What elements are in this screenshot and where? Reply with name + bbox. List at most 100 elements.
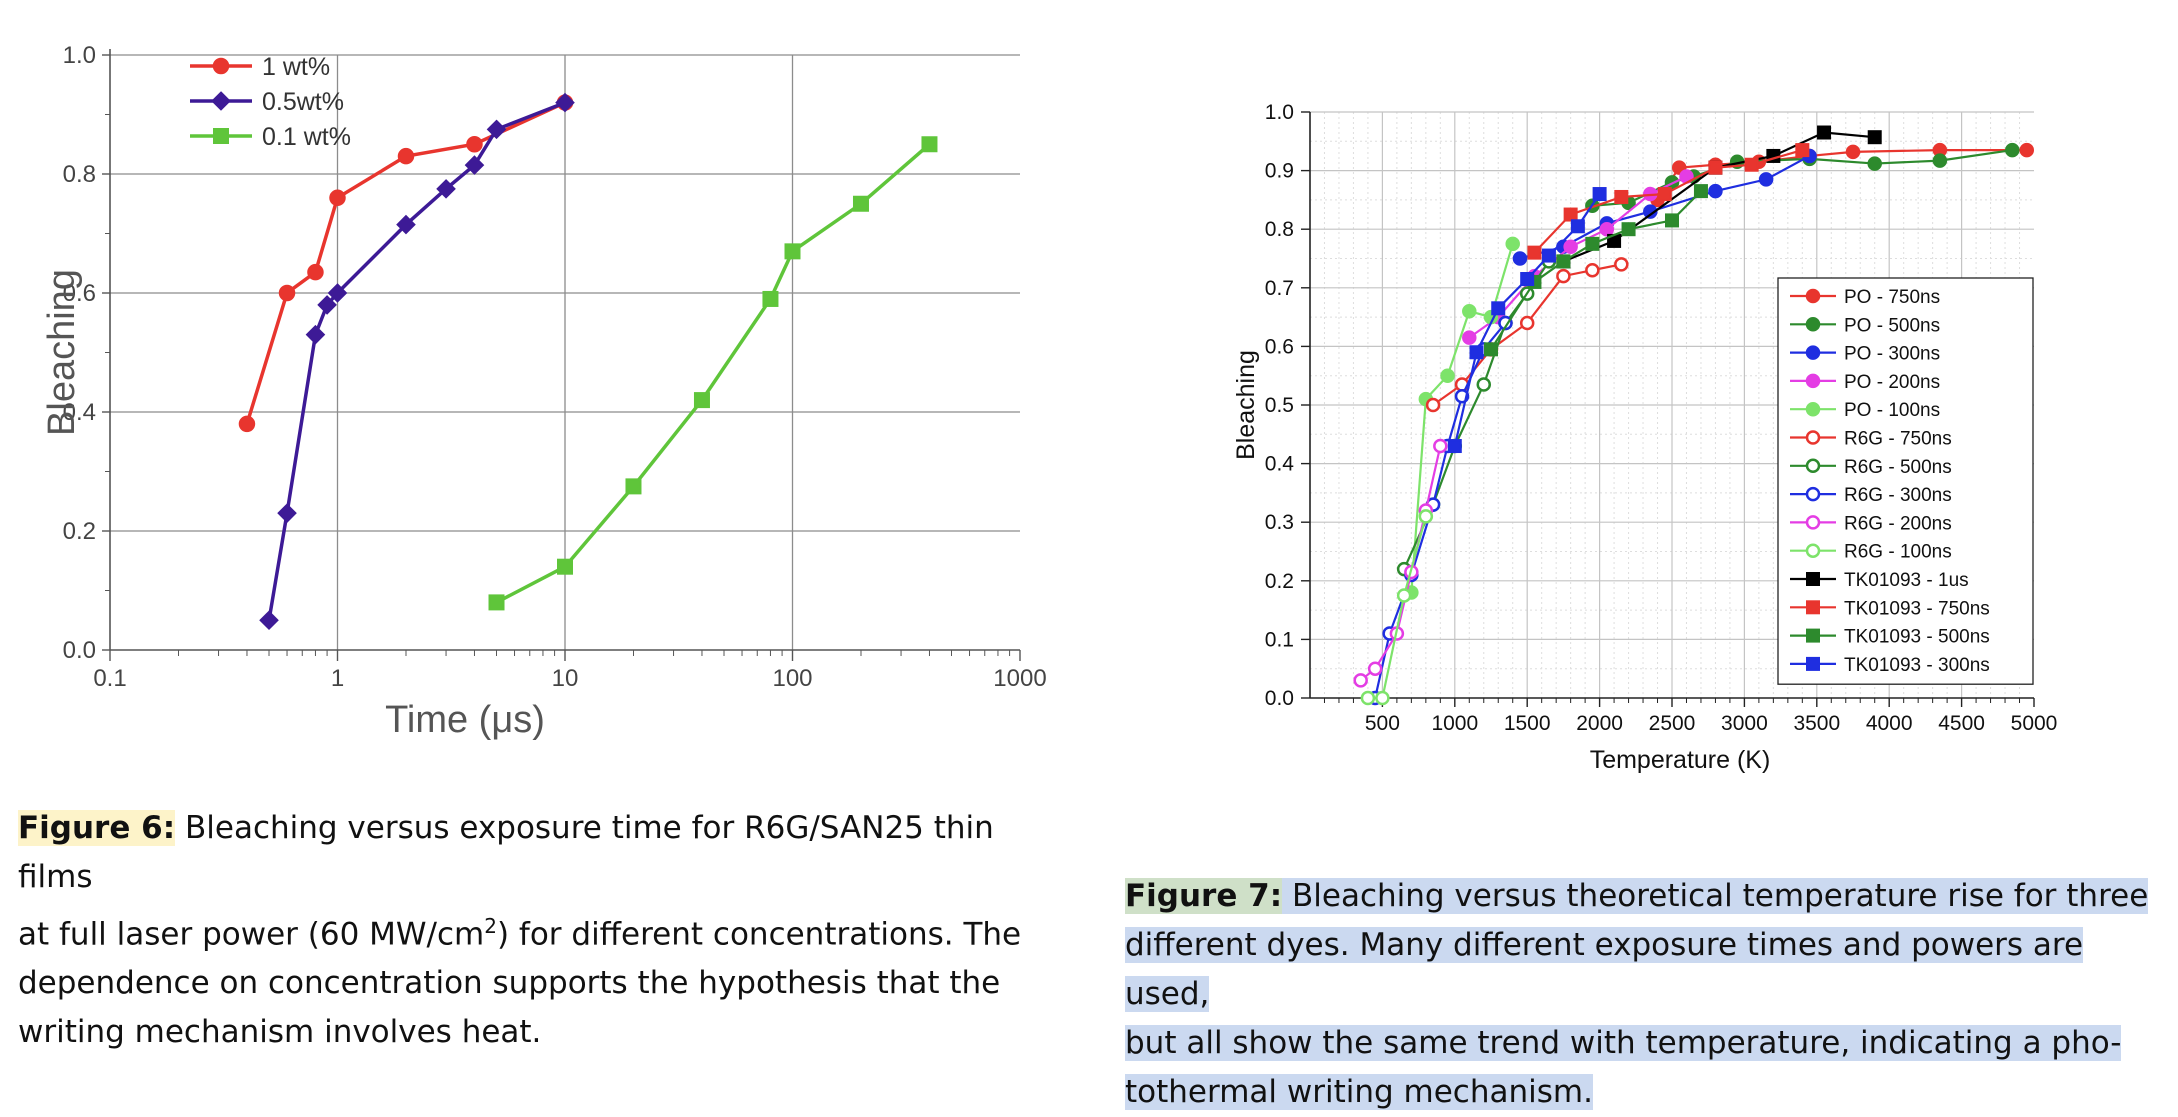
legend-marker <box>1806 628 1820 643</box>
figure-7-caption: Figure 7: Bleaching versus theoretical t… <box>1125 872 2175 1117</box>
data-point <box>1462 303 1477 319</box>
y-tick-label: 1.0 <box>63 42 96 69</box>
data-point <box>693 392 710 409</box>
data-point <box>305 324 326 345</box>
data-point <box>1519 315 1535 331</box>
data-point <box>1744 157 1759 172</box>
legend-label: PO - 300ns <box>1844 344 1940 365</box>
legend-label: 0.1 wt% <box>262 123 351 151</box>
data-point <box>1599 221 1615 237</box>
data-point <box>327 283 348 303</box>
legend-marker <box>1805 317 1821 332</box>
legend-marker <box>1805 430 1821 445</box>
data-point <box>1375 690 1390 706</box>
legend-label: R6G - 100ns <box>1844 542 1952 563</box>
figure-6-svg: 0.1 1 10 100 1000 0.0 0.2 0.4 0.6 0.8 1.0 Time (μs)… <box>41 42 1047 741</box>
data-point <box>1585 236 1600 251</box>
data-point <box>762 290 779 307</box>
data-point <box>397 147 415 165</box>
y-tick-label: 0.0 <box>1265 687 1294 710</box>
y-tick-label: 0.6 <box>63 280 96 307</box>
figure-7-caption-text: tothermal writing mechanism. <box>1125 1074 1593 1110</box>
x-tick-label: 1000 <box>993 665 1046 692</box>
x-tick-label: 0.1 <box>93 665 126 692</box>
x-tick-label: 4000 <box>1866 712 1913 735</box>
y-tick-label: 0.0 <box>63 637 96 664</box>
figure-7-svg: 500 1000 1500 2000 2500 3000 3500 4000 4500 5000 0… <box>1232 101 2057 774</box>
figure-6-caption-text: at full laser power (60 MW/cm <box>18 916 485 953</box>
legend-label: 0.5wt% <box>262 88 344 116</box>
data-point <box>1396 588 1412 603</box>
y-axis-label: Bleaching <box>1232 350 1260 460</box>
x-tick-label: 500 <box>1365 712 1400 735</box>
y-tick-label: 0.9 <box>1265 160 1294 183</box>
data-point <box>784 243 801 260</box>
data-point <box>1527 245 1542 260</box>
data-point <box>1520 272 1535 287</box>
data-point <box>1433 438 1448 454</box>
legend-marker <box>1805 458 1821 474</box>
data-point <box>1845 144 1861 160</box>
legend-label: TK01093 - 500ns <box>1844 627 1990 648</box>
y-tick-label: 0.2 <box>63 518 96 545</box>
legend-label: PO - 100ns <box>1844 400 1940 421</box>
series-line <box>267 100 566 621</box>
legend-marker <box>1805 486 1821 502</box>
data-point <box>1447 439 1462 454</box>
legend-marker <box>212 57 230 75</box>
figure-6-caption: Figure 6: Bleaching versus exposure time… <box>18 804 1078 1057</box>
legend-marker <box>1806 572 1820 586</box>
figure-6-caption-label: Figure 6: <box>18 810 176 846</box>
data-point <box>1708 160 1723 175</box>
x-tick-label: 1000 <box>1431 712 1478 735</box>
data-point <box>1360 690 1376 706</box>
data-point <box>2019 142 2035 158</box>
x-tick-label: 10 <box>552 665 579 692</box>
y-tick-label: 0.4 <box>1265 453 1295 476</box>
data-point <box>278 284 296 302</box>
figure-7-chart: 500 1000 1500 2000 2500 3000 3500 4000 4500 5000 0… <box>1200 70 2178 790</box>
y-tick-label: 0.8 <box>1265 218 1294 241</box>
figure-6-caption-superscript: 2 <box>484 914 497 938</box>
y-tick-label: 1.0 <box>1265 101 1294 124</box>
figure-7-caption-label: Figure 7: <box>1125 878 1283 914</box>
data-point <box>1556 254 1571 269</box>
y-tick-label: 0.3 <box>1265 511 1294 534</box>
x-tick-label: 4500 <box>1938 712 1985 735</box>
legend-label: TK01093 - 300ns <box>1844 655 1990 676</box>
figure-7-caption-text: but all show the same trend with tempera… <box>1125 1025 2122 1061</box>
x-tick-label: 2500 <box>1649 712 1696 735</box>
data-point <box>1367 661 1383 676</box>
data-point <box>1665 213 1679 228</box>
legend-label: 1 wt% <box>262 53 330 81</box>
data-point <box>1614 189 1629 204</box>
data-point <box>1484 342 1498 357</box>
y-tick-label: 0.7 <box>1265 277 1294 300</box>
figure-6-caption-text: dependence on concentration supports the… <box>18 965 1001 1002</box>
data-point <box>1512 251 1528 266</box>
data-point <box>396 214 416 235</box>
data-point <box>1621 222 1636 237</box>
data-point <box>1556 268 1571 284</box>
data-point <box>329 189 346 207</box>
data-point <box>1563 239 1578 255</box>
legend-label: PO - 200ns <box>1844 372 1940 393</box>
legend-marker <box>1805 401 1821 417</box>
legend-marker <box>211 91 231 111</box>
legend-box <box>1777 277 2034 685</box>
y-tick-label: 0.6 <box>1265 335 1294 358</box>
series-line <box>495 142 931 604</box>
y-tick-label: 0.4 <box>63 399 96 426</box>
data-point <box>466 136 483 153</box>
legend-label: R6G - 500ns <box>1844 457 1952 478</box>
data-point <box>1541 248 1556 263</box>
data-point <box>1491 301 1506 316</box>
figure-7-caption-text: Bleaching versus theoretical temperature… <box>1282 878 2149 914</box>
legend-marker <box>1805 345 1821 360</box>
data-point <box>1932 153 1948 168</box>
data-point <box>1592 187 1607 202</box>
data-point <box>557 558 573 575</box>
legend-marker <box>1805 288 1821 304</box>
data-point <box>1708 183 1723 199</box>
data-point <box>307 263 324 281</box>
